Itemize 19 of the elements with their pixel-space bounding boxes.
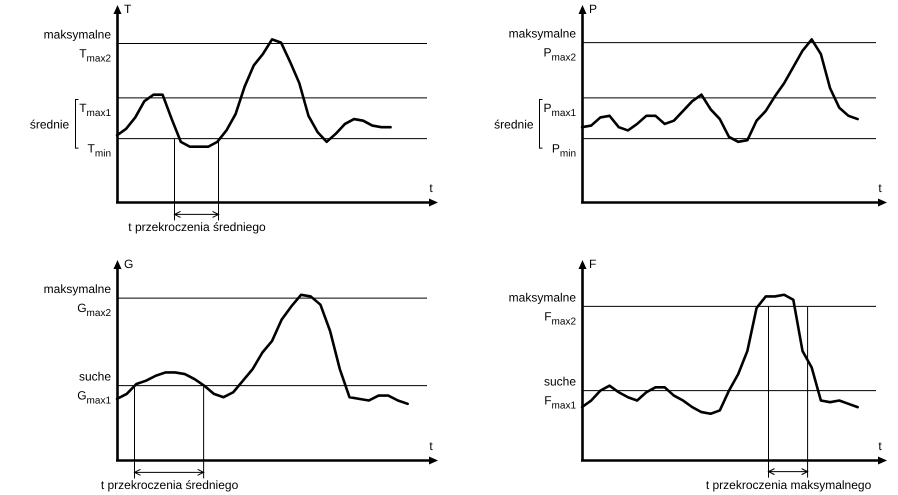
y-axis-title: T (124, 2, 132, 16)
text: t przekroczenia średniego (100, 478, 239, 492)
text: t przekroczenia maksymalnego (706, 478, 872, 492)
y-axis-title: F (589, 257, 596, 271)
text: suche (544, 374, 576, 389)
x-axis-title: t (429, 439, 434, 453)
text: średnie (30, 117, 70, 132)
x-axis-title: t (878, 181, 882, 195)
text: maksymalne (508, 290, 576, 304)
text: maksymalne (44, 27, 112, 42)
y-axis-title: G (124, 257, 134, 271)
y-axis-title: P (589, 2, 598, 16)
text: średnie (494, 117, 534, 132)
text: maksymalne (44, 282, 112, 296)
x-axis-title: t (429, 181, 434, 195)
x-axis-title: t (878, 439, 882, 453)
text: suche (78, 370, 112, 384)
text: t przekroczenia średniego (128, 220, 266, 234)
text: maksymalne (508, 26, 576, 41)
